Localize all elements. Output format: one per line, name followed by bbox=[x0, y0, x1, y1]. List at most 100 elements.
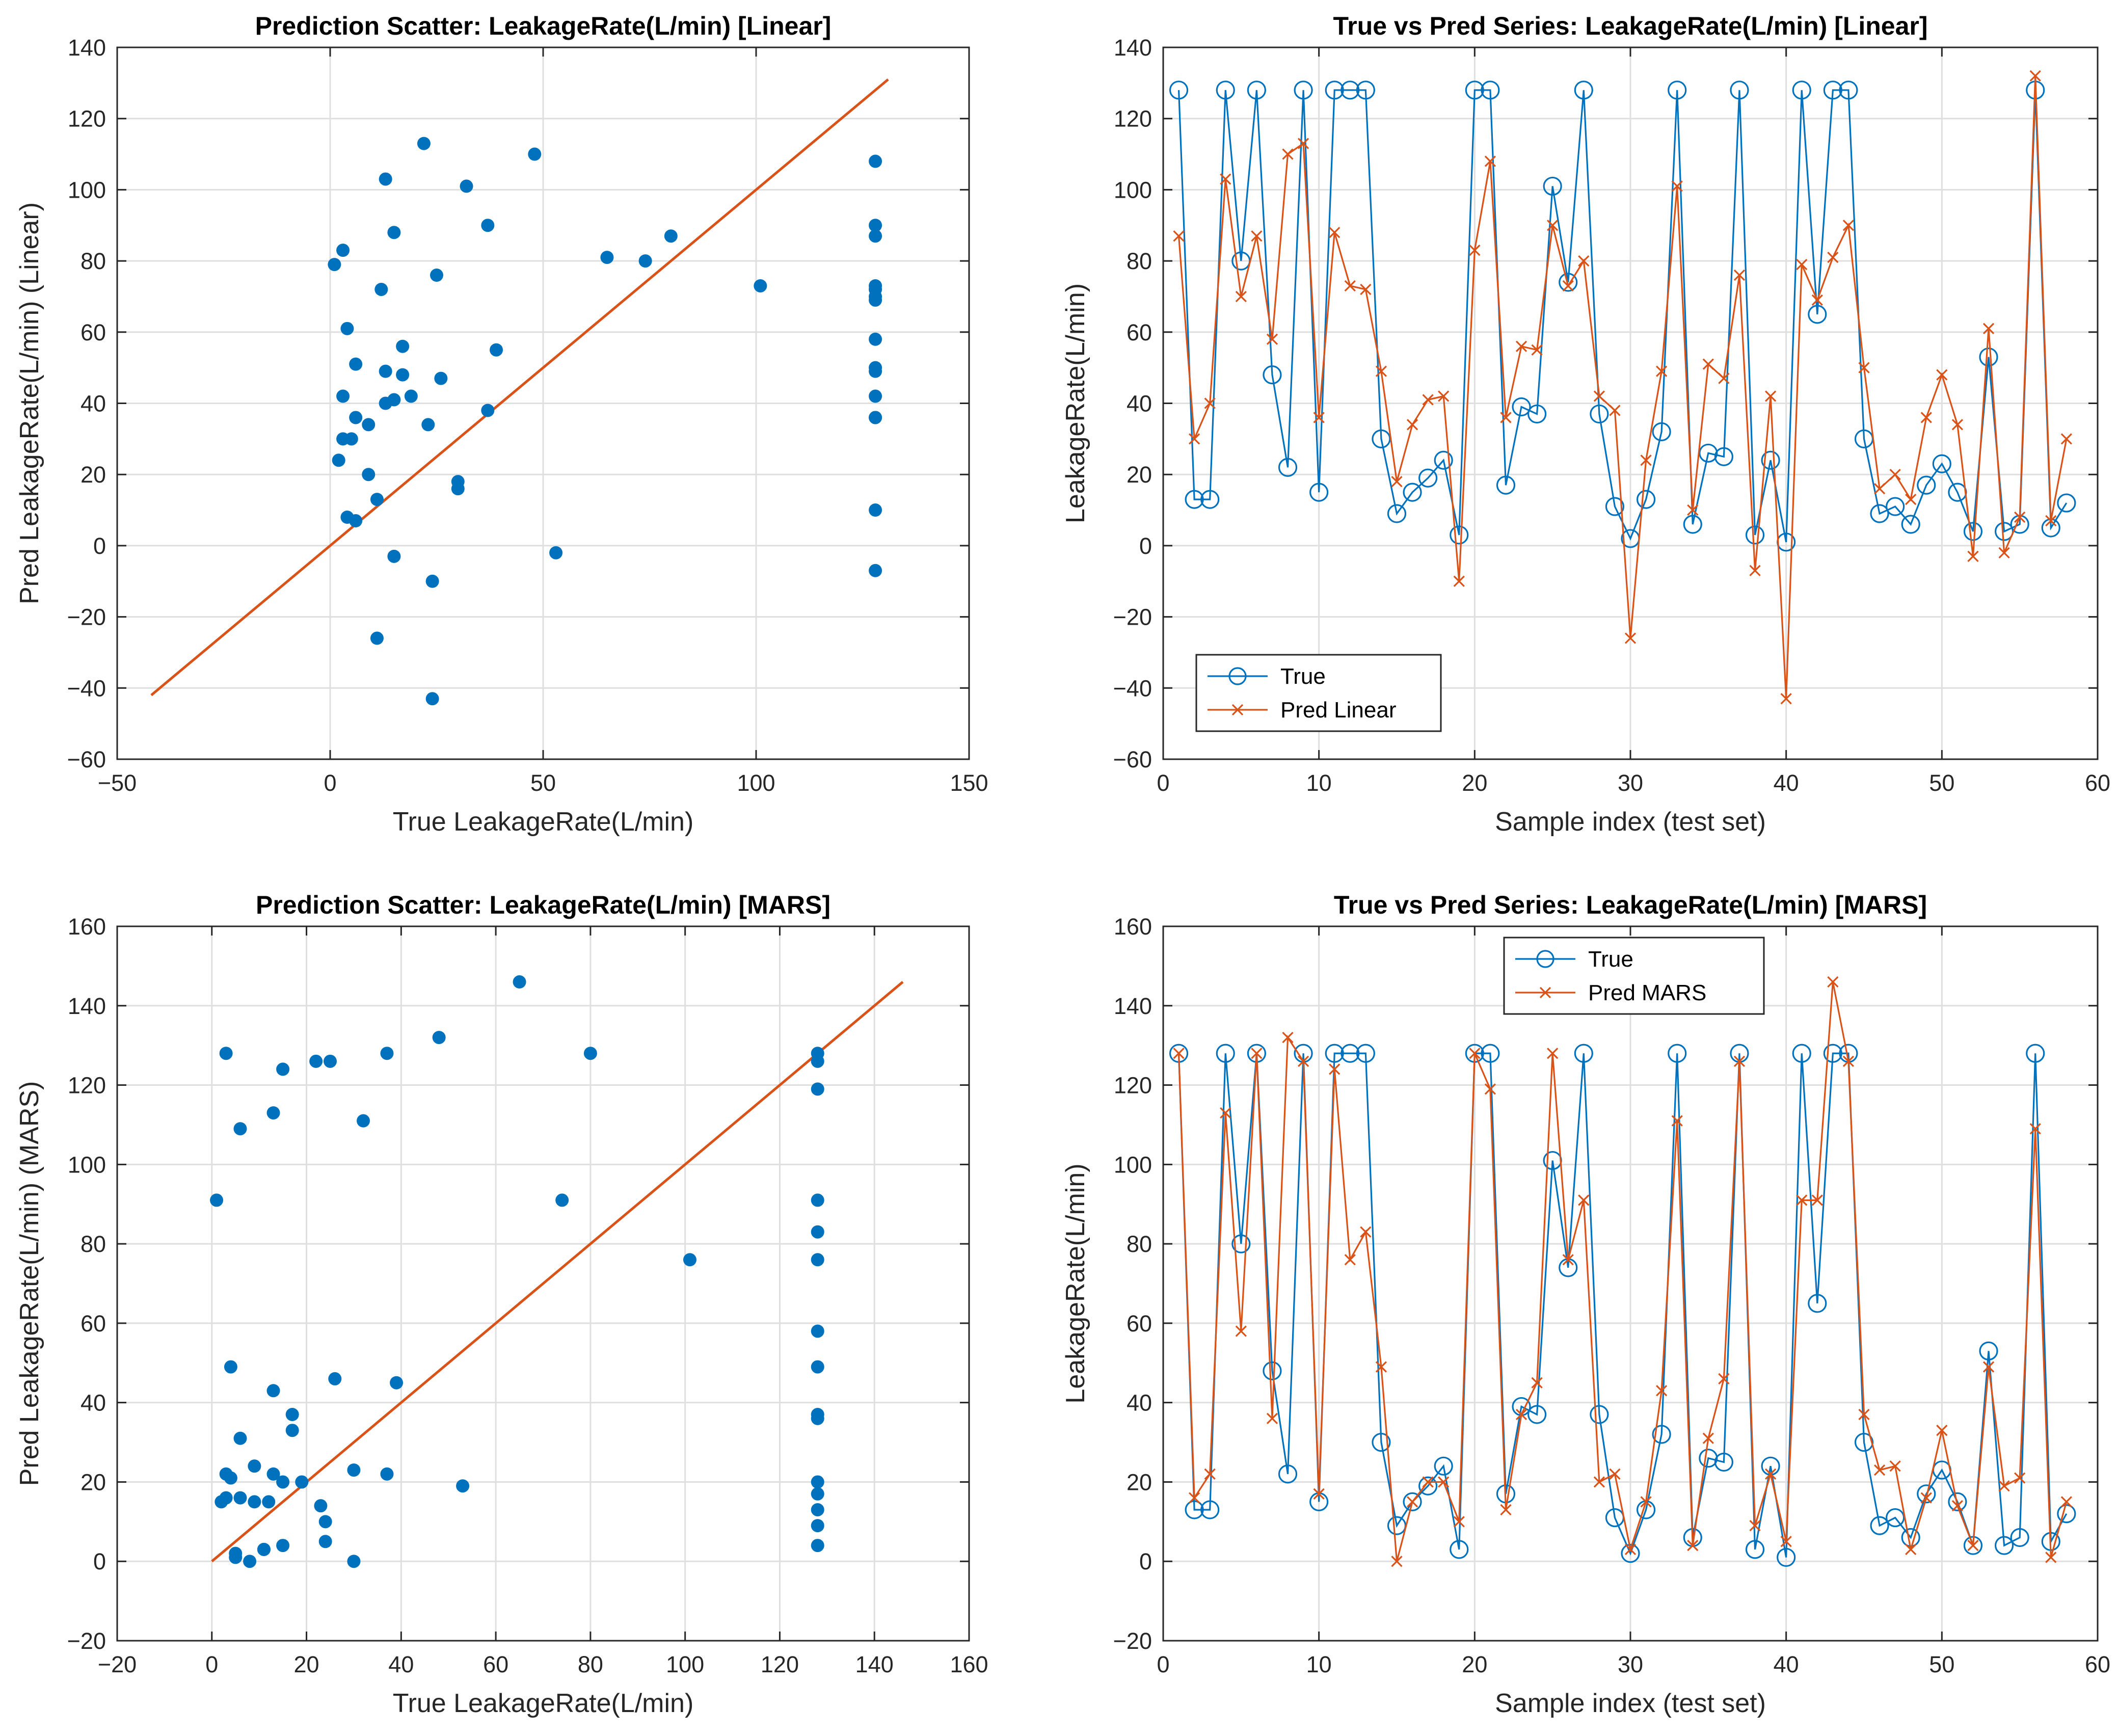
scatter-point bbox=[248, 1459, 261, 1473]
series-marker-x bbox=[1562, 1254, 1574, 1266]
legend: True Pred MARS bbox=[1503, 937, 1765, 1015]
y-tick-label: 120 bbox=[68, 106, 106, 132]
scatter-point bbox=[318, 1515, 332, 1529]
scatter-point bbox=[549, 546, 563, 559]
y-tick-label: 40 bbox=[81, 391, 106, 417]
scatter-point bbox=[600, 251, 614, 264]
scatter-point bbox=[869, 154, 882, 168]
y-tick-label: 0 bbox=[1139, 1548, 1152, 1574]
series-marker-x bbox=[1484, 1083, 1496, 1095]
series-marker-circle bbox=[1590, 1405, 1609, 1424]
series-marker-x bbox=[1905, 1543, 1917, 1555]
series-marker-circle bbox=[1668, 81, 1687, 100]
scatter-point bbox=[387, 549, 401, 563]
series-marker-x bbox=[1453, 575, 1465, 587]
series-marker-circle bbox=[1590, 404, 1609, 424]
x-tick-label: 50 bbox=[1929, 770, 1954, 796]
series-marker-x bbox=[1578, 1194, 1590, 1206]
series-marker-x bbox=[1469, 1048, 1481, 1059]
scatter-point bbox=[811, 1253, 824, 1267]
series-marker-circle bbox=[1263, 365, 1282, 385]
x-tick-label: 0 bbox=[1157, 770, 1169, 796]
series-marker-x bbox=[1920, 1492, 1932, 1504]
series-marker-x bbox=[1655, 1385, 1668, 1397]
series-marker-circle bbox=[1823, 81, 1842, 100]
scatter-point bbox=[285, 1408, 299, 1422]
scatter-point bbox=[404, 389, 418, 403]
series-marker-x bbox=[1344, 280, 1356, 292]
series-marker-x bbox=[1827, 976, 1839, 988]
scatter-point bbox=[869, 332, 882, 346]
series-marker-circle bbox=[1979, 348, 1998, 367]
series-marker-circle bbox=[1808, 1294, 1827, 1313]
chart-2: 0 10 20 30 40 50 60 −60 −40 −20 0 20 40 60 80 100 120 140… bbox=[1061, 12, 2110, 837]
chart-title: True vs Pred Series: LeakageRate(L/min) … bbox=[1334, 891, 1927, 919]
scatter-point bbox=[430, 269, 443, 282]
series-marker-x bbox=[1764, 390, 1777, 402]
scatter-point bbox=[276, 1539, 290, 1553]
series-marker-x bbox=[1297, 138, 1309, 149]
y-tick-label: 80 bbox=[81, 248, 106, 274]
series-marker-circle bbox=[1527, 404, 1547, 424]
scatter-point bbox=[224, 1360, 237, 1374]
series-marker-x bbox=[1609, 405, 1621, 416]
series-marker-circle bbox=[1263, 1361, 1282, 1380]
series-marker-x bbox=[1406, 1496, 1418, 1508]
legend-label: Pred Linear bbox=[1280, 698, 1396, 723]
scatter-point bbox=[396, 339, 410, 353]
scatter-point bbox=[215, 1495, 228, 1509]
scatter-point bbox=[233, 1491, 247, 1505]
chart-4: 0 10 20 30 40 50 60−20020406080100120140160Tru… bbox=[1061, 891, 2110, 1718]
series-marker-x bbox=[1671, 1115, 1683, 1127]
scatter-point bbox=[379, 364, 392, 378]
series-marker-circle bbox=[1185, 1500, 1204, 1519]
axes-box bbox=[116, 925, 970, 1642]
series-marker-x bbox=[1998, 1480, 2010, 1492]
scatter-point bbox=[421, 418, 435, 432]
series-marker-circle bbox=[1481, 1044, 1500, 1063]
series-marker-x bbox=[1220, 1107, 1231, 1119]
series-marker-x bbox=[1375, 1361, 1387, 1373]
scatter-point bbox=[811, 1475, 824, 1489]
fit-line bbox=[211, 981, 904, 1563]
x-tick-label: −20 bbox=[98, 1651, 137, 1677]
series-marker-circle bbox=[1870, 504, 1889, 523]
series-marker-x bbox=[1749, 1519, 1761, 1532]
series-marker-circle bbox=[1418, 1476, 1438, 1495]
series-marker-circle bbox=[1745, 1540, 1765, 1559]
scatter-point bbox=[811, 1082, 824, 1096]
y-tick-label: 20 bbox=[1127, 1469, 1152, 1495]
scatter-point bbox=[309, 1054, 323, 1068]
scatter-point bbox=[285, 1424, 299, 1437]
series-marker-x bbox=[1484, 155, 1496, 167]
series-marker-x bbox=[1733, 1055, 1746, 1067]
scatter-point bbox=[324, 1054, 337, 1068]
scatter-point bbox=[869, 293, 882, 307]
series-marker-x bbox=[1811, 294, 1823, 306]
series-marker-circle bbox=[1216, 1044, 1235, 1063]
series-marker-circle bbox=[1886, 497, 1905, 516]
data-layer bbox=[1169, 70, 2076, 705]
series-marker-x bbox=[1188, 1492, 1200, 1504]
series-marker-x bbox=[2029, 70, 2041, 82]
series-marker-x bbox=[1702, 1432, 1714, 1444]
scatter-point bbox=[417, 137, 431, 150]
series-marker-x bbox=[1749, 565, 1761, 576]
series-marker-circle bbox=[1839, 81, 1858, 100]
series-marker-x bbox=[1842, 1055, 1855, 1067]
y-tick-label: 140 bbox=[68, 35, 106, 61]
scatter-point bbox=[266, 1467, 280, 1481]
data-layer bbox=[210, 975, 904, 1568]
series-marker-circle bbox=[1294, 81, 1313, 100]
scatter-point bbox=[224, 1471, 237, 1485]
series-marker-x bbox=[1344, 1254, 1356, 1266]
series-marker-x bbox=[1905, 493, 1917, 505]
series-marker-x bbox=[1266, 333, 1278, 345]
scatter-point bbox=[257, 1542, 271, 1556]
scatter-point bbox=[869, 503, 882, 517]
scatter-point bbox=[336, 244, 350, 257]
scatter-point bbox=[229, 1546, 243, 1560]
series-marker-circle bbox=[1372, 429, 1391, 448]
series-marker-x bbox=[1251, 230, 1263, 242]
